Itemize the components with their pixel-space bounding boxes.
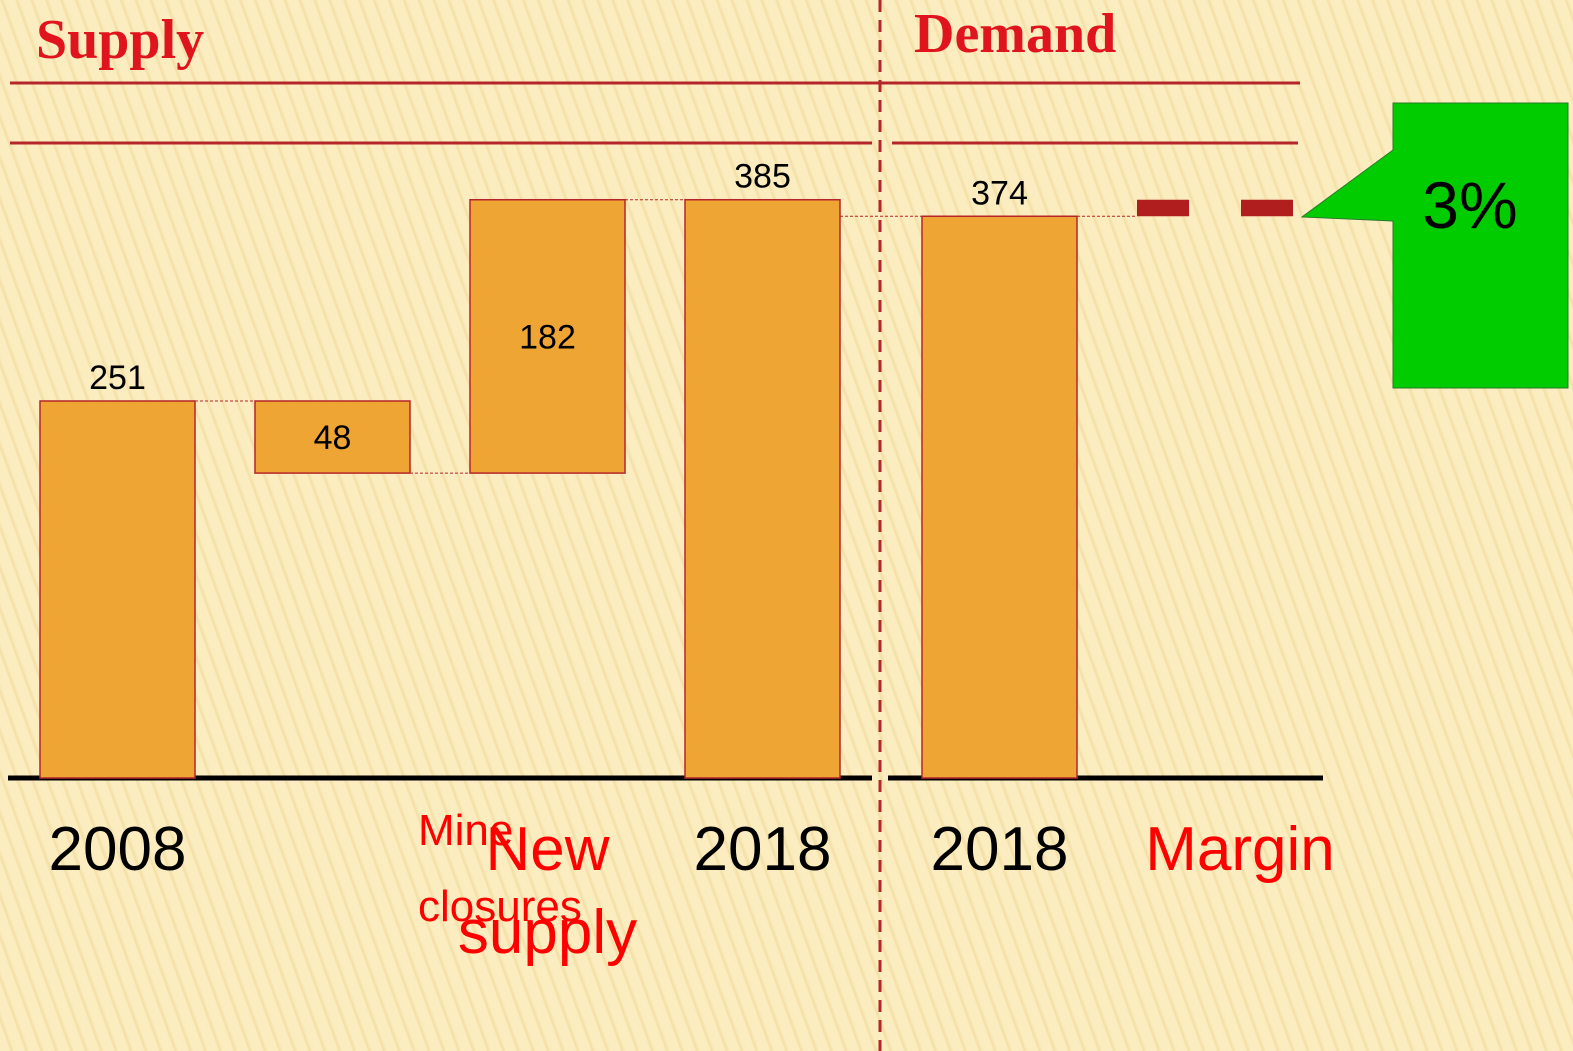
x-tick-label: New supply: [458, 815, 637, 967]
value-label: 182: [519, 318, 576, 356]
margin-bar: [1137, 199, 1189, 217]
x-tick-label: Mine closures: [418, 806, 582, 931]
value-label: 48: [314, 419, 352, 457]
bar: [254, 400, 411, 474]
x-tick-label: 2018: [931, 815, 1069, 884]
x-tick-label: 2008: [49, 815, 187, 884]
callout: [1300, 102, 1569, 389]
bar: [469, 198, 626, 474]
section-title: Supply: [36, 9, 204, 71]
x-tick-label: 2018: [694, 815, 832, 884]
value-label: 374: [971, 174, 1028, 212]
value-label: 251: [89, 359, 146, 397]
callout-label: 3%: [1422, 168, 1517, 242]
bar: [921, 215, 1078, 779]
x-tick-label: Margin: [1145, 815, 1335, 884]
section-title: Demand: [914, 3, 1116, 65]
bar: [39, 400, 196, 779]
margin-bar: [1241, 199, 1293, 217]
value-label: 385: [734, 158, 791, 196]
bar: [684, 198, 841, 779]
